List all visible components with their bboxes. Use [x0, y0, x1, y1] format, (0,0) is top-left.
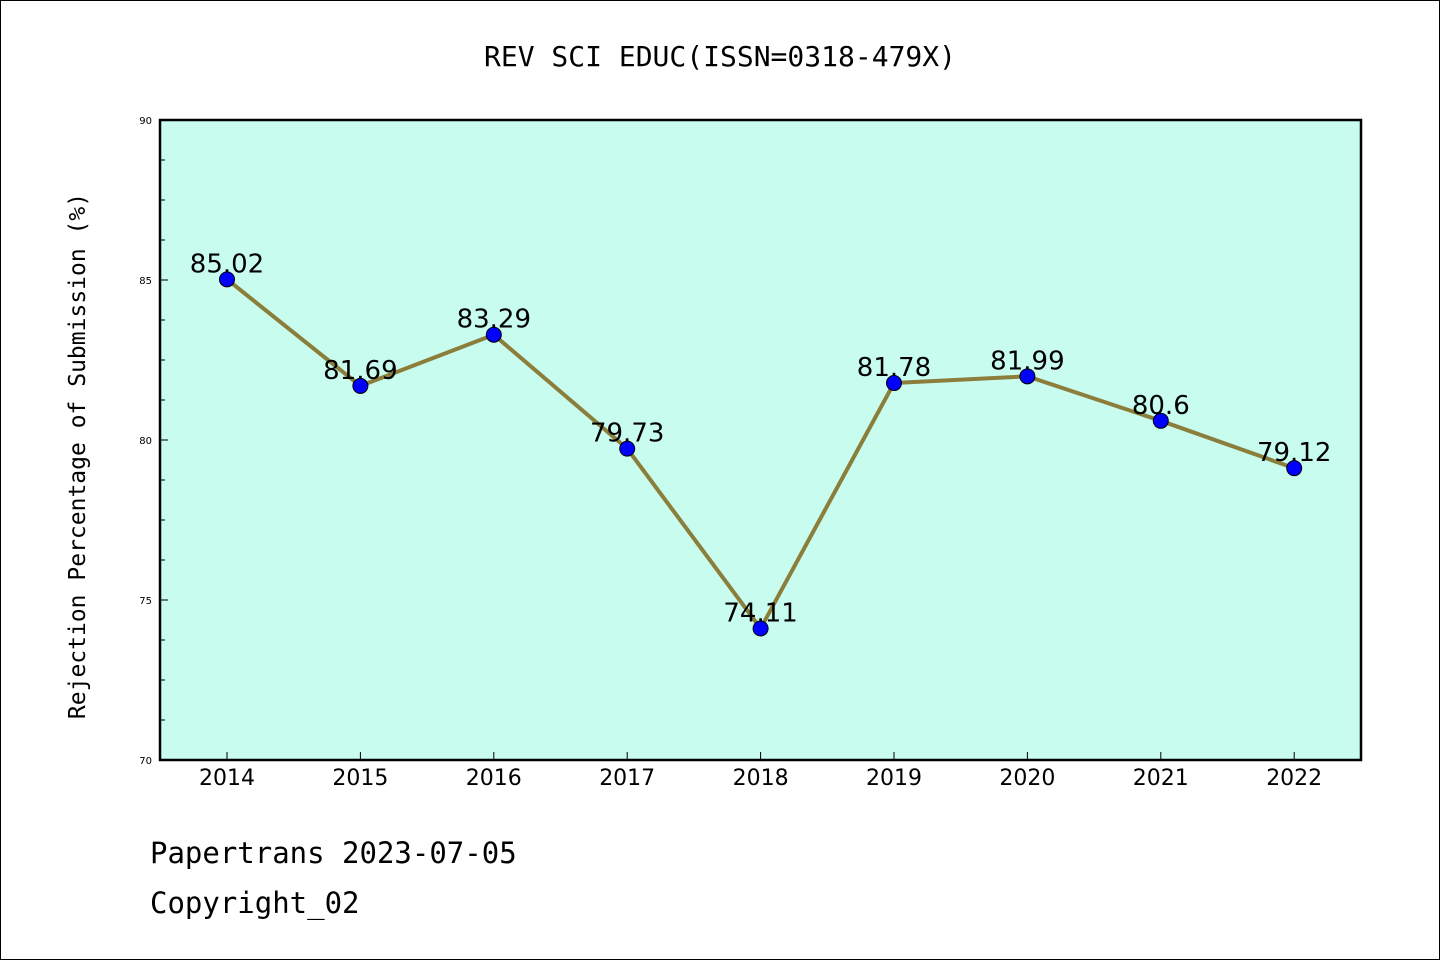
y-tick-label: 85 [139, 276, 152, 287]
plot-area [160, 120, 1361, 760]
x-tick-label: 2017 [599, 766, 655, 791]
y-tick-label: 70 [139, 756, 152, 767]
data-point [1019, 368, 1036, 385]
x-tick-label: 2019 [866, 766, 922, 791]
y-tick-label: 90 [139, 116, 152, 127]
x-tick-label: 2014 [199, 766, 255, 791]
data-point [219, 271, 235, 288]
plot-border [158, 118, 1363, 762]
chart-title: REV SCI EDUC(ISSN=0318-479X) [484, 40, 956, 73]
x-tick-label: 2021 [1133, 766, 1189, 791]
data-point [352, 377, 369, 394]
data-point [1152, 412, 1169, 429]
data-label: 83.29 [457, 305, 531, 335]
data-point [886, 375, 902, 392]
data-label: 74.11 [723, 598, 797, 628]
data-label: 85.02 [190, 249, 264, 279]
data-label: 79.73 [590, 419, 664, 449]
data-point [619, 440, 636, 457]
x-tick-label: 2018 [733, 766, 789, 791]
data-label: 79.12 [1257, 438, 1331, 468]
y-axis-label: Rejection Percentage of Submission (%) [65, 193, 91, 719]
data-label: 81.99 [990, 346, 1064, 376]
x-tick-label: 2016 [466, 766, 522, 791]
data-label: 80.6 [1132, 391, 1190, 421]
y-tick-label: 80 [139, 436, 152, 447]
data-label: 81.78 [857, 353, 931, 383]
y-tick-label: 75 [139, 596, 152, 607]
x-tick-label: 2022 [1266, 766, 1322, 791]
x-tick-label: 2020 [999, 766, 1055, 791]
footer-copyright: Copyright_02 [150, 886, 360, 920]
footer-source: Papertrans 2023-07-05 [150, 836, 517, 870]
data-point [485, 326, 502, 343]
data-point [1286, 460, 1303, 477]
data-label: 81.69 [323, 356, 397, 386]
data-point [752, 620, 769, 637]
x-tick-label: 2015 [332, 766, 388, 791]
